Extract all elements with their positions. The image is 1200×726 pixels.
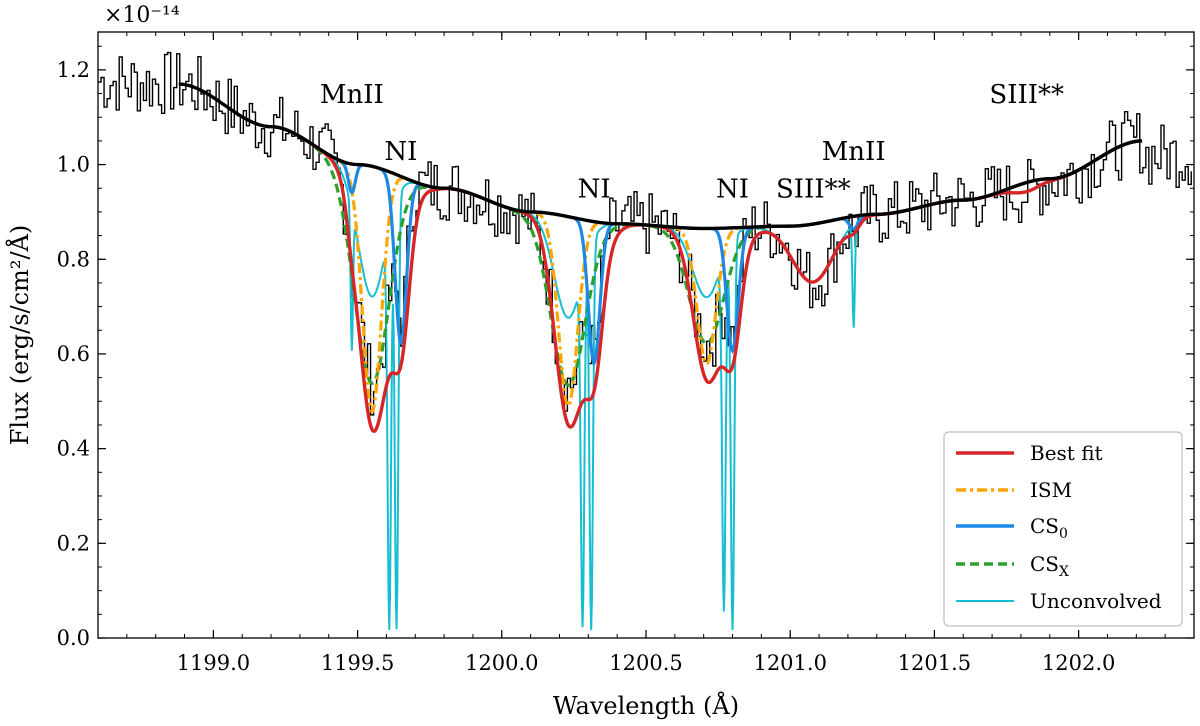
x-tick-label: 1199.5	[321, 651, 394, 675]
line-annotation: SIII**	[989, 80, 1064, 110]
ticks-layer: 1199.0 1199.5 1200.0 1200.5 1201.0 1201.5 1202…	[57, 32, 1195, 675]
x-tick-label: 1200.0	[465, 651, 538, 675]
x-tick-label: 1199.0	[177, 651, 250, 675]
x-axis-label: Wavelength (Å)	[553, 691, 739, 720]
legend-box	[943, 431, 1183, 627]
y-tick-label: 0.0	[57, 626, 90, 650]
y-axis-label: Flux (erg/s/cm²/Å)	[5, 225, 34, 445]
y-tick-label: 0.2	[57, 531, 90, 555]
legend-label-ism: ISM	[1030, 478, 1072, 502]
line-annotation: NI	[716, 175, 749, 205]
x-tick-label: 1201.0	[753, 651, 826, 675]
line-annotation: NI	[578, 175, 611, 205]
line-annotation: MnII	[320, 80, 384, 110]
observed-spectrum-line	[98, 51, 1192, 416]
legend-label-best-fit: Best fit	[1030, 441, 1103, 465]
y-tick-label: 0.8	[57, 247, 90, 271]
x-tick-label: 1202.0	[1042, 651, 1115, 675]
x-tick-label: 1201.5	[898, 651, 971, 675]
legend-label-cs0-sub: 0	[1059, 526, 1068, 542]
y-tick-label: 1.0	[57, 153, 90, 177]
line-annotation: MnII	[822, 137, 886, 167]
legend-label-cs0-main: CS	[1030, 514, 1059, 538]
x-tick-label: 1200.5	[609, 651, 682, 675]
series-layer	[98, 51, 1192, 631]
y-tick-label: 1.2	[57, 58, 90, 82]
legend-label-unconvolved: Unconvolved	[1030, 589, 1162, 613]
line-annotation: NI	[384, 137, 417, 167]
legend: Best fit ISM CS0 CSX Unconvolved	[943, 431, 1183, 627]
legend-label-cs0: CS0	[1030, 514, 1068, 542]
legend-label-csx-sub: X	[1059, 564, 1069, 580]
continuum-line	[178, 82, 1143, 231]
legend-label-csx-main: CS	[1030, 552, 1059, 576]
legend-label-csx: CSX	[1030, 552, 1069, 580]
y-multiplier: ×10⁻¹⁴	[104, 3, 180, 28]
y-tick-label: 0.6	[57, 342, 90, 366]
line-annotation: SIII**	[776, 175, 851, 205]
y-tick-label: 0.4	[57, 437, 90, 461]
